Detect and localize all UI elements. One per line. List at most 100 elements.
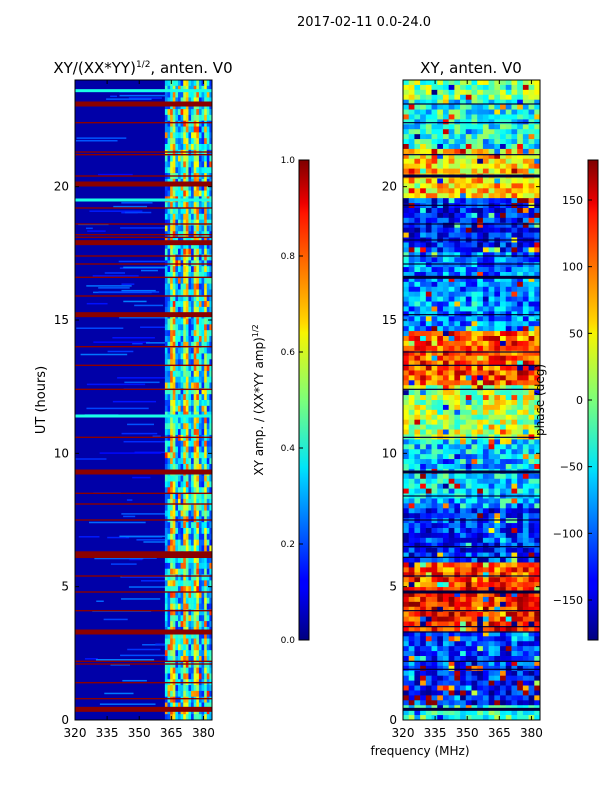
amplitude-heatmap-cell [196,184,200,191]
phase-heatmap-cell [477,301,484,307]
amplitude-heatmap-cell [198,341,202,348]
amplitude-heatmap-cell [167,673,171,680]
amplitude-heatmap-cell [180,464,184,471]
amplitude-heatmap-cell [188,690,192,698]
phase-heatmap-cell [471,429,478,435]
phase-heatmap-cell [408,414,415,420]
amplitude-heatmap-cell [167,498,171,506]
amplitude-texture-streak [120,227,168,229]
phase-heatmap-cell [477,375,484,381]
phase-heatmap-cell [448,89,455,96]
amplitude-heatmap-cell [188,702,192,709]
phase-heatmap-cell [454,646,461,652]
amplitude-heatmap-cell [191,167,194,174]
amplitude-heatmap-cell [180,685,184,692]
amplitude-heatmap-cell [177,376,181,383]
phase-heatmap-cell [408,611,415,617]
phase-heatmap-cell [460,390,467,396]
amplitude-heatmap-cell [170,213,174,220]
amplitude-heatmap-cell [175,609,179,616]
phase-heatmap-cell [465,611,472,617]
phase-heatmap-cell [522,419,529,425]
amplitude-heatmap-cell [167,283,171,290]
phase-heatmap-cell [471,232,478,238]
amplitude-heatmap-cell [183,144,187,151]
phase-heatmap-cell [460,301,467,307]
phase-heatmap-cell [471,409,478,416]
amplitude-heatmap-cell [193,446,197,453]
phase-heatmap-cell [437,508,444,514]
phase-heatmap-cell [414,262,421,268]
amplitude-heatmap-cell [175,557,179,564]
phase-heatmap-cell [448,286,455,292]
amplitude-heatmap-cell [180,615,184,622]
phase-heatmap-cell [408,523,415,529]
phase-heatmap-cell [420,242,427,248]
phase-heatmap-cell [471,400,478,406]
amplitude-heatmap-cell [170,545,174,552]
phase-heatmap-cell [505,139,512,145]
phase-heatmap-cell [448,168,455,174]
amplitude-heatmap-cell [164,661,168,668]
amplitude-heatmap-cell [201,429,205,436]
amplitude-heatmap-cell [164,306,168,314]
phase-heatmap-cell [403,198,410,204]
phase-heatmap-cell [420,94,427,100]
amplitude-heatmap-cell [183,301,187,308]
phase-heatmap-cell [511,360,518,366]
amplitude-colorbar-tick-label: 1.0 [281,156,296,166]
amplitude-heatmap-cell [167,493,171,500]
phase-heatmap-cell [431,296,438,302]
phase-heatmap-cell [528,114,535,120]
phase-heatmap-cell [505,419,512,425]
phase-heatmap-cell [511,464,518,470]
amplitude-x-tick-label: 380 [192,726,215,740]
phase-heatmap-cell [528,587,535,593]
phase-heatmap-cell [460,168,467,174]
phase-heatmap-cell [522,592,529,598]
amplitude-heatmap-cell [196,324,200,331]
amplitude-heatmap-cell [183,423,187,430]
phase-heatmap-cell [448,646,455,652]
amplitude-heatmap-cell [198,324,202,331]
phase-heatmap-cell [448,424,455,430]
phase-heatmap-cell [482,606,489,612]
amplitude-heatmap-cell [170,254,174,261]
phase-heatmap-cell [505,537,512,544]
phase-heatmap-cell [454,409,461,416]
phase-heatmap-cell [522,370,529,376]
phase-heatmap-cell [471,641,478,647]
phase-heatmap-cell [431,168,438,174]
phase-heatmap-cell [420,547,427,553]
amplitude-texture-streak [119,316,184,319]
phase-heatmap-cell [494,567,501,573]
amplitude-heatmap-cell [198,487,202,494]
phase-heatmap-cell [448,400,455,406]
phase-heatmap-cell [408,483,415,489]
phase-heatmap-cell [494,355,501,361]
phase-heatmap-cell [403,532,410,539]
amplitude-heatmap-cell [204,167,208,174]
amplitude-heatmap-cell [191,272,194,279]
amplitude-heatmap-cell [175,295,179,302]
phase-heatmap-cell [403,360,410,366]
phase-heatmap-cell [414,513,421,519]
amplitude-heatmap-cell [164,324,168,331]
phase-heatmap-cell [511,232,518,238]
phase-heatmap-cell [465,404,472,411]
phase-heatmap-cell [488,301,495,307]
phase-heatmap-cell [471,419,478,425]
phase-heatmap-cell [431,400,438,406]
phase-heatmap-cell [494,99,501,105]
phase-heatmap-cell [454,168,461,174]
phase-heatmap-cell [431,375,438,381]
phase-heatmap-cell [522,400,529,406]
amplitude-heatmap-cell [193,184,197,191]
phase-heatmap-cell [442,272,449,278]
phase-heatmap-cell [477,488,484,494]
phase-heatmap-cell [522,483,529,489]
phase-heatmap-cell [431,124,438,130]
phase-heatmap-cell [477,523,484,529]
phase-heatmap-cell [482,286,489,292]
amplitude-heatmap-cell [172,120,176,127]
